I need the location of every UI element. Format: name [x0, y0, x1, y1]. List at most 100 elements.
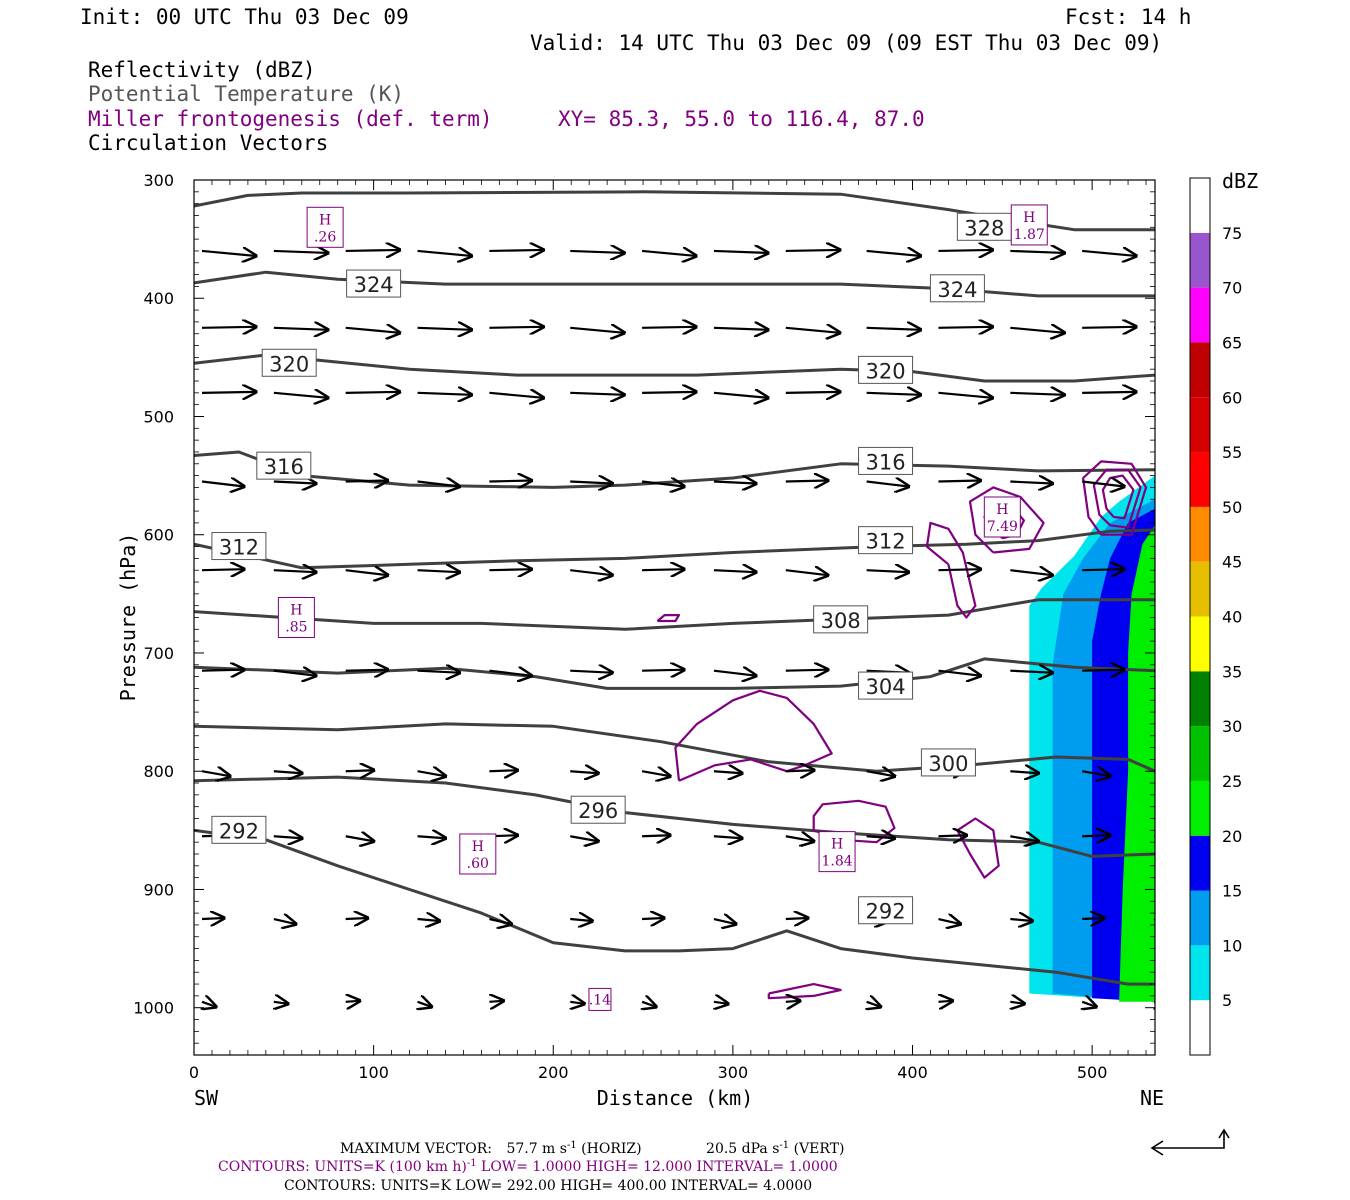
colorbar-swatch	[1190, 780, 1210, 836]
circulation-vector	[570, 570, 612, 575]
colorbar-level-label: 30	[1222, 717, 1242, 736]
plot-area: 292 296 300 292 304 308 312 312 316 316 320 320 324 3…	[133, 171, 1156, 1082]
circulation-vector	[201, 569, 244, 570]
colorbar-title: dBZ	[1222, 169, 1258, 193]
circulation-vector	[938, 250, 992, 251]
theta-contour-324	[194, 270, 1155, 298]
circulation-vector	[345, 250, 400, 251]
forecast-hour: Fcst: 14 h	[1065, 5, 1191, 29]
circulation-vector	[866, 393, 921, 395]
theta-contour-308	[194, 598, 1155, 631]
svg-text:1.84: 1.84	[821, 854, 852, 870]
colorbar-level-label: 75	[1222, 224, 1242, 243]
circulation-vector	[713, 482, 756, 484]
theta-contour-label: 292	[211, 815, 267, 844]
circulation-vector	[273, 671, 316, 676]
svg-text:H: H	[1023, 210, 1035, 226]
circulation-vector	[570, 836, 598, 841]
circulation-vector	[713, 919, 736, 924]
circulation-vector	[642, 1002, 656, 1007]
colorbar-swatch	[1190, 616, 1210, 672]
circulation-vector	[785, 836, 814, 841]
circulation-vector	[201, 392, 256, 393]
colorbar-swatch	[1190, 342, 1210, 398]
circulation-vector	[345, 836, 374, 841]
svg-text:300: 300	[928, 752, 968, 776]
circulation-vector	[785, 770, 814, 771]
theta-contour-label: 324	[346, 269, 402, 298]
circulation-vector	[713, 251, 768, 253]
theta-contour-300	[194, 722, 1155, 773]
svg-text:7.49: 7.49	[987, 519, 1018, 535]
field-vectors: Circulation Vectors	[88, 131, 328, 155]
y-tick-label: 300	[143, 171, 174, 190]
circulation-vector	[346, 1001, 360, 1002]
colorbar-swatch	[1190, 945, 1210, 1001]
colorbar-swatch	[1190, 232, 1210, 288]
x-tick-label: 500	[1077, 1063, 1108, 1082]
colorbar-level-label: 60	[1222, 388, 1242, 407]
circulation-vector	[489, 1001, 503, 1002]
theta-contour-label: 328	[956, 212, 1012, 241]
circulation-vector	[489, 770, 517, 771]
svg-text:312: 312	[866, 530, 906, 554]
circulation-vector	[785, 250, 840, 251]
circulation-vector	[273, 393, 328, 398]
circulation-vector	[273, 919, 296, 924]
y-tick-label: 900	[143, 880, 174, 899]
colorbar-swatch	[1190, 287, 1210, 343]
circulation-vector	[866, 570, 909, 572]
frontogenesis-max-label: H7.49	[983, 496, 1021, 538]
colorbar-swatch	[1190, 506, 1210, 562]
y-tick-label: 500	[143, 407, 174, 426]
colorbar-level-label: 65	[1222, 333, 1242, 352]
svg-text:H: H	[319, 212, 331, 228]
circulation-vector	[938, 327, 992, 328]
frontogenesis-contour	[1101, 474, 1135, 520]
circulation-vector	[642, 670, 684, 671]
svg-text:1.87: 1.87	[1014, 227, 1045, 243]
svg-text:316: 316	[866, 450, 906, 474]
circulation-vector	[713, 393, 768, 398]
circulation-vector	[1010, 771, 1038, 773]
circulation-vector	[713, 836, 742, 838]
circulation-vector	[417, 836, 446, 838]
colorbar-level-label: 70	[1222, 279, 1242, 298]
circulation-vector	[641, 251, 696, 256]
circulation-vector	[273, 570, 316, 572]
frontogenesis-contour	[1081, 460, 1148, 536]
frontogenesis-max-label: H.60	[459, 833, 497, 875]
svg-text:.60: .60	[467, 856, 489, 872]
circulation-vector	[1010, 836, 1038, 841]
circulation-vector	[201, 670, 244, 671]
circulation-vector	[938, 569, 980, 570]
circulation-vector	[201, 327, 256, 328]
colorbar-level-label: 40	[1222, 608, 1242, 627]
circulation-vector	[1082, 569, 1124, 570]
circulation-vector	[786, 1001, 800, 1002]
circulation-vector	[1010, 393, 1064, 395]
theta-contour-info: CONTOURS: UNITS=K LOW= 292.00 HIGH= 400.…	[284, 1178, 812, 1194]
colorbar-level-label: 35	[1222, 662, 1242, 681]
circulation-vector	[866, 482, 909, 487]
circulation-vector	[642, 327, 696, 328]
circulation-vector	[489, 569, 531, 570]
theta-contour-label: 304	[858, 671, 914, 700]
theta-contour-label: 316	[256, 451, 312, 480]
valid-time: Valid: 14 UTC Thu 03 Dec 09 (09 EST Thu …	[530, 31, 1162, 55]
theta-contours	[194, 190, 1155, 986]
contour-labels: 292 296 300 292 304 308 312 312 316 316 320 320 324 3…	[211, 204, 1048, 1011]
axis-ticks: 0 100 200 300 400 500 300 400 500 600 700 800 900 100…	[133, 171, 1155, 1082]
circulation-vector	[417, 251, 472, 256]
circulation-vector	[642, 918, 664, 919]
frontogenesis-contour	[656, 613, 681, 623]
circulation-vector	[202, 1002, 216, 1007]
circulation-vector	[273, 482, 316, 484]
circulation-vector	[1081, 771, 1110, 776]
colorbar-level-label: 25	[1222, 772, 1242, 791]
theta-contour-label: 320	[261, 348, 317, 377]
init-time: Init: 00 UTC Thu 03 Dec 09	[80, 5, 409, 29]
circulation-vector	[866, 771, 895, 776]
svg-text:H: H	[831, 837, 843, 853]
theta-contour-label: 312	[858, 526, 914, 555]
